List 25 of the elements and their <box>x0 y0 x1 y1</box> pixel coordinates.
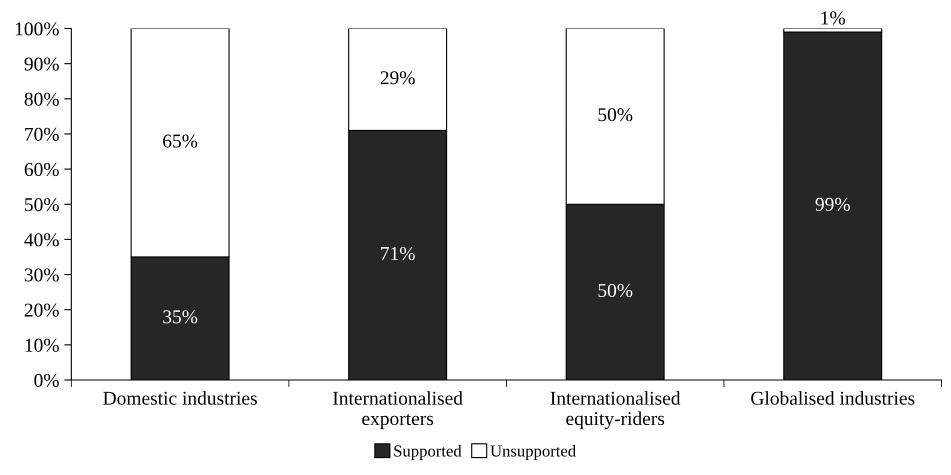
y-tick-label: 10% <box>26 338 59 352</box>
x-tick-label: Internationalised equity-riders <box>550 391 680 430</box>
x-tick-label: Domestic industries <box>103 391 257 405</box>
x-tick-label: Globalised industries <box>751 391 914 405</box>
data-label: 99% <box>816 198 850 211</box>
data-label: 1% <box>821 11 846 25</box>
y-tick-label: 50% <box>25 198 59 212</box>
y-tick-label: 90% <box>24 57 59 71</box>
y-tick-label: 70% <box>25 128 59 141</box>
data-label: 65% <box>163 134 198 148</box>
y-tick-label: 20% <box>24 304 59 317</box>
data-label: 50% <box>598 108 632 122</box>
x-tick-label: Internationalised exporters <box>333 391 463 430</box>
y-tick-label: 60% <box>24 162 59 176</box>
legend-label: Supported <box>394 444 462 460</box>
y-tick-label: 30% <box>24 268 59 282</box>
legend-label: Unsupported <box>490 444 576 460</box>
data-label: 35% <box>163 310 198 324</box>
y-tick-label: 40% <box>24 233 59 246</box>
data-label: 50% <box>598 284 632 298</box>
y-tick-label: 80% <box>24 92 59 106</box>
y-tick-label: 0% <box>34 374 59 387</box>
y-tick-label: 100% <box>16 22 59 36</box>
data-label: 29% <box>380 71 415 84</box>
data-label: 71% <box>381 246 415 260</box>
